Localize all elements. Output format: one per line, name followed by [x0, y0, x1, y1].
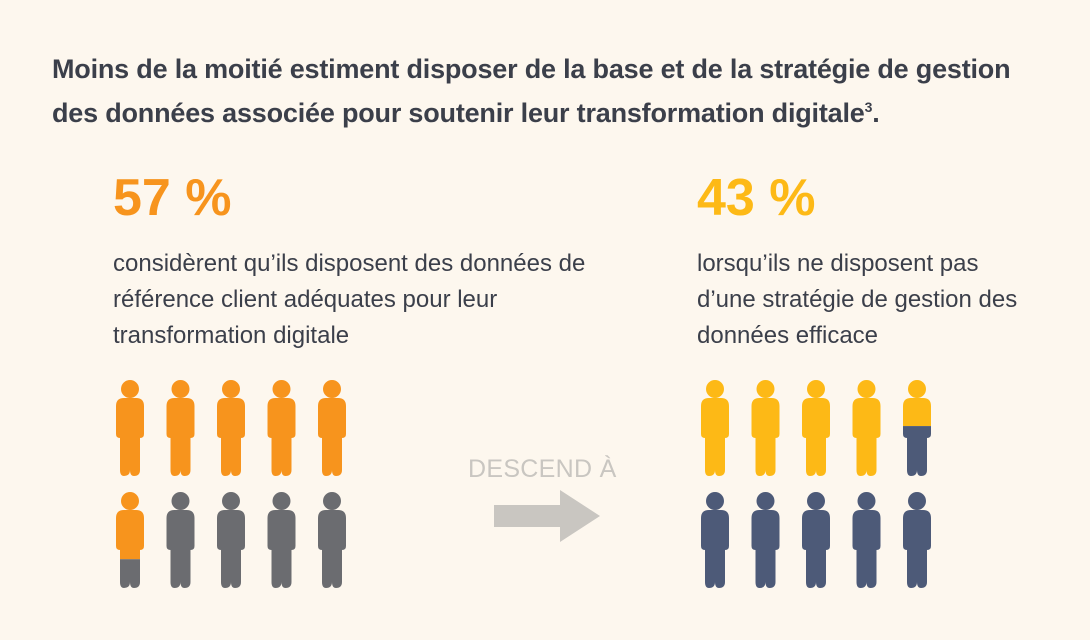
left-stat-description: considèrent qu’ils disposent des données…: [113, 250, 586, 349]
person-icon: [116, 380, 144, 476]
footnote-marker: 3: [864, 99, 873, 115]
person-icon: [267, 380, 296, 476]
person-icon: [852, 380, 881, 476]
headline-period: .: [872, 98, 880, 128]
right-arrow-icon: [494, 490, 600, 542]
right-stat-value: 43 %: [697, 169, 816, 227]
person-icon: [267, 492, 296, 588]
person-icon: [751, 492, 780, 588]
person-icon: [903, 492, 931, 588]
left-stat-value: 57 %: [113, 169, 232, 227]
person-icon: [217, 492, 245, 588]
person-icon: [903, 380, 931, 476]
right-stat-block: 43 % lorsqu’ils ne disposent pas d’une s…: [697, 170, 1037, 354]
right-pictogram: [701, 380, 931, 588]
person-icon: [217, 380, 245, 476]
person-icon: [802, 380, 830, 476]
person-icon: [318, 380, 346, 476]
person-icon: [751, 380, 780, 476]
person-icon: [166, 492, 195, 588]
headline: Moins de la moitié estiment disposer de …: [52, 50, 1052, 132]
person-icon: [701, 380, 729, 476]
transition-label: DESCEND À: [468, 455, 617, 483]
person-icon: [802, 492, 830, 588]
person-icon: [116, 492, 144, 588]
left-pictogram: [116, 380, 346, 588]
person-icon: [701, 492, 729, 588]
headline-text: Moins de la moitié estiment disposer de …: [52, 54, 1011, 128]
right-stat-description: lorsqu’ils ne disposent pas d’une straté…: [697, 250, 1018, 349]
person-icon: [318, 492, 346, 588]
person-icon: [166, 380, 195, 476]
arrow-shape: [494, 490, 600, 542]
person-icon: [852, 492, 881, 588]
left-stat-block: 57 % considèrent qu’ils disposent des do…: [113, 170, 593, 354]
